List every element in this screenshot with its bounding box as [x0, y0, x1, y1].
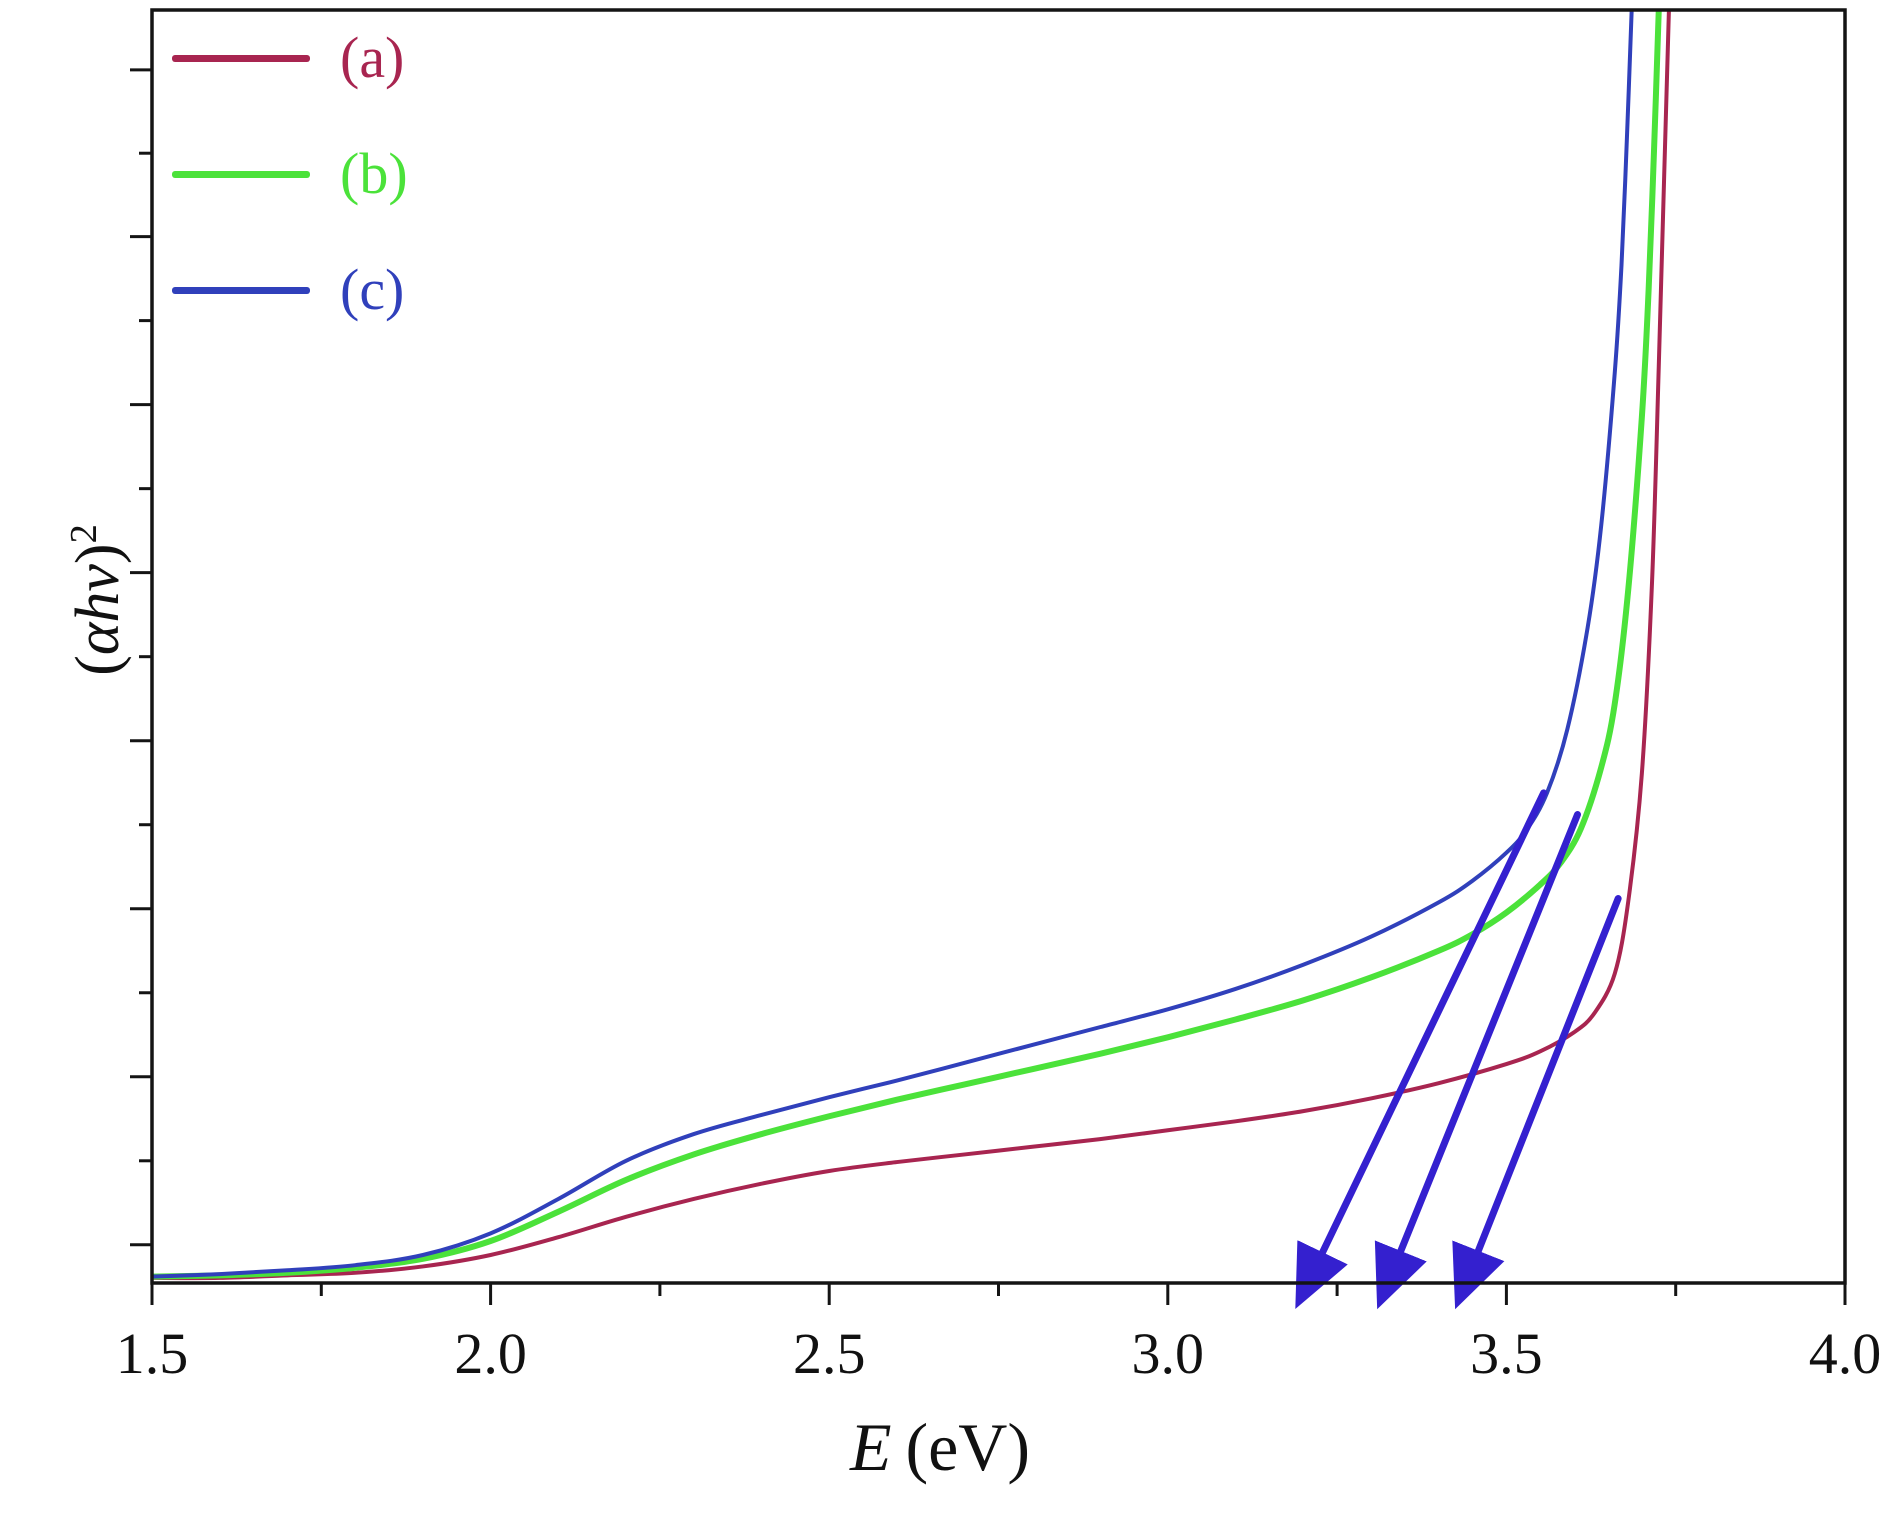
x-tick-label: 3.0: [1132, 1321, 1205, 1386]
bandgap-arrow-1: [1295, 789, 1548, 1310]
x-tick-label: 4.0: [1809, 1321, 1882, 1386]
y-axis-title: (αhν)2: [62, 524, 134, 676]
bandgap-arrows: [1295, 789, 1622, 1310]
bandgap-arrow-3: [1452, 895, 1622, 1310]
legend-label-c: (c): [340, 257, 405, 322]
y-axis-title-variable: αhν: [63, 564, 132, 656]
y-axis-title-open: (: [63, 655, 132, 676]
legend-item-c: (c): [172, 258, 408, 322]
x-axis-title-variable: E: [849, 1409, 892, 1485]
curve-b: [152, 10, 1662, 1280]
legend-label-a: (a): [340, 25, 405, 90]
curves: [152, 10, 1671, 1281]
y-axis-title-exponent: 2: [63, 524, 106, 544]
legend-item-b: (b): [172, 142, 408, 206]
y-axis-title-close: ): [63, 543, 132, 565]
x-axis-title-unit: (eV): [905, 1409, 1031, 1485]
x-tick-label: 1.5: [116, 1321, 189, 1386]
curve-a: [152, 10, 1671, 1281]
legend-swatch-c: [172, 286, 310, 294]
plot-frame: [150, 8, 1847, 1285]
legend: (a) (b) (c): [172, 26, 408, 322]
bandgap-arrow-2: [1374, 811, 1582, 1310]
x-tick-label: 3.5: [1470, 1321, 1543, 1386]
legend-swatch-a: [172, 54, 310, 62]
legend-item-a: (a): [172, 26, 408, 90]
legend-label-b: (b): [340, 141, 408, 206]
legend-swatch-b: [172, 170, 310, 178]
x-axis-title: E (eV): [850, 1408, 1030, 1487]
x-tick-labels: 1.5 2.0 2.5 3.0 3.5 4.0: [116, 1321, 1882, 1386]
axis-ticks: [130, 68, 1847, 1305]
curve-c: [152, 10, 1634, 1279]
x-tick-label: 2.5: [793, 1321, 866, 1386]
x-tick-label: 2.0: [454, 1321, 527, 1386]
